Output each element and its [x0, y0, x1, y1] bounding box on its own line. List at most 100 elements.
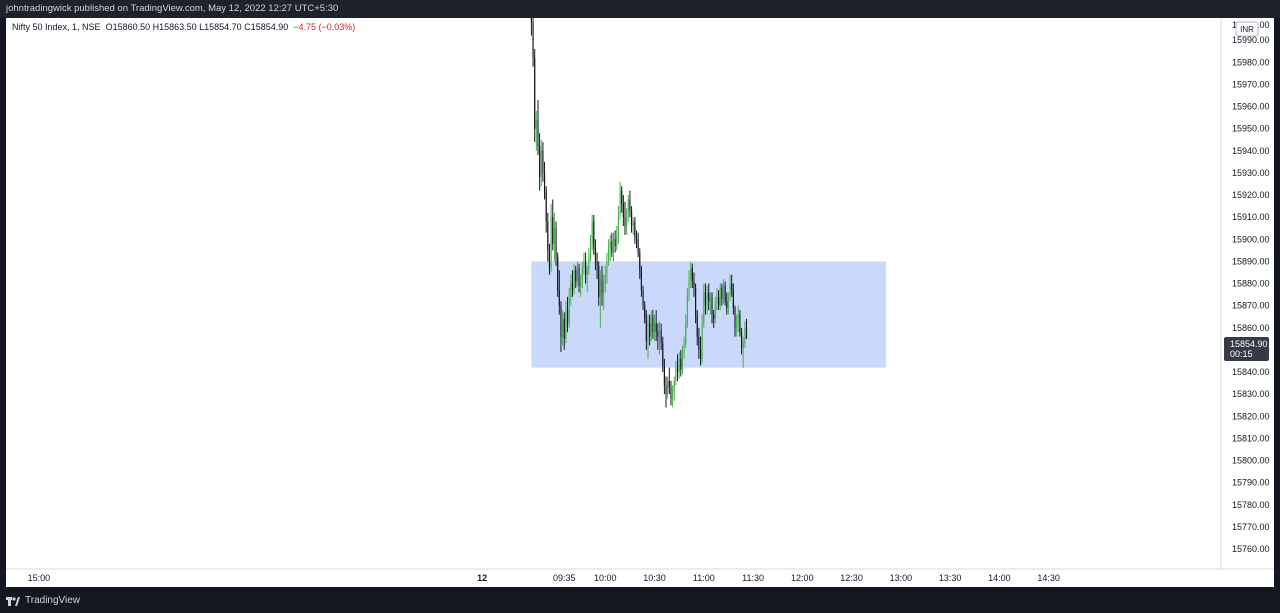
candle-body: [627, 199, 629, 213]
footer-bar: TradingView: [0, 589, 1280, 613]
candle-body: [681, 352, 684, 370]
candle-body: [740, 332, 743, 348]
price-tick-label: 15960.00: [1232, 102, 1270, 112]
candle-body: [695, 287, 697, 315]
candle-body: [601, 279, 603, 293]
candle-body: [550, 217, 552, 269]
candle-body: [693, 281, 695, 288]
candle-body: [727, 296, 730, 308]
price-tick-label: 15880.00: [1232, 279, 1270, 289]
candle-body: [652, 316, 654, 333]
candle-body: [624, 217, 626, 227]
candle-body: [729, 283, 731, 297]
candle-body: [732, 290, 734, 308]
candle-body: [622, 203, 624, 218]
candle-body: [632, 221, 634, 227]
candle-body: [675, 367, 677, 381]
candle-body: [609, 241, 611, 249]
candle-body: [649, 323, 651, 337]
price-tick-label: 15890.00: [1232, 256, 1270, 266]
candle-body: [673, 380, 675, 390]
time-tick-label: 11:30: [742, 573, 764, 583]
candle-body: [635, 237, 638, 240]
price-tick-label: 15870.00: [1232, 301, 1270, 311]
support-resistance-zone: [531, 261, 887, 368]
price-tick-label: 15920.00: [1232, 190, 1270, 200]
candle-body: [570, 283, 572, 297]
candle-body: [716, 296, 718, 304]
price-tick-label: 15970.00: [1232, 79, 1270, 89]
candle-body: [537, 119, 539, 147]
candle-body: [634, 221, 636, 238]
currency-badge[interactable]: INR: [1235, 21, 1259, 37]
price-axis: 15760.00 15770.00 15780.00 15790.00 15800.00…: [1232, 20, 1270, 554]
candle-body: [668, 380, 670, 388]
candle-body: [565, 310, 567, 339]
candle-body: [621, 190, 623, 204]
candle-body: [588, 254, 590, 271]
candle-body: [611, 241, 613, 253]
candle-body: [696, 314, 698, 337]
candle-body: [658, 330, 661, 337]
candle-body: [672, 389, 674, 399]
candle-body: [548, 250, 551, 269]
price-tick-label: 15820.00: [1232, 411, 1270, 421]
candle-body: [571, 283, 574, 291]
candle-body: [617, 214, 620, 235]
price-tick-label: 15760.00: [1232, 544, 1270, 554]
time-tick-label: 13:00: [890, 573, 913, 583]
candle-body: [742, 343, 744, 348]
candle-body: [726, 301, 728, 308]
candle-body: [704, 292, 707, 306]
candle-body: [542, 150, 544, 173]
candle-body: [560, 305, 562, 337]
publisher-bar: johntradingwick published on TradingView…: [0, 0, 1280, 18]
candle-body: [558, 290, 560, 306]
candle-body: [534, 57, 536, 129]
price-tick-label: 15990.00: [1232, 35, 1270, 45]
candle-body: [547, 221, 549, 251]
tradingview-logo-icon: [6, 596, 20, 606]
candle-body: [670, 387, 672, 399]
time-tick-label: 15:00: [28, 573, 51, 583]
candle-body: [539, 146, 541, 178]
candle-layer: [530, 18, 748, 408]
price-tick-label: 15910.00: [1232, 212, 1270, 222]
candle-body: [683, 343, 685, 353]
candle-body: [594, 248, 597, 262]
candle-body: [645, 318, 647, 342]
time-tick-label: 12: [477, 573, 487, 583]
candle-body: [630, 210, 633, 227]
candle-body: [573, 270, 575, 291]
time-tick-label: 09:35: [553, 573, 576, 583]
candle-body: [606, 261, 608, 275]
candle-body: [737, 314, 739, 324]
candle-body: [591, 221, 593, 244]
price-tick-label: 15940.00: [1232, 146, 1270, 156]
candle-body: [688, 279, 690, 295]
candle-body: [540, 150, 542, 178]
candle-body: [698, 336, 700, 350]
price-tick-label: 15900.00: [1232, 234, 1270, 244]
candle-body: [718, 296, 720, 306]
price-tick-label: 15800.00: [1232, 456, 1270, 466]
candle-body: [745, 327, 748, 339]
candle-body: [535, 119, 537, 129]
price-tick-label: 15780.00: [1232, 500, 1270, 510]
price-tick-label: 15810.00: [1232, 433, 1270, 443]
time-tick-label: 11:00: [693, 573, 715, 583]
candle-body: [653, 323, 656, 333]
candle-body: [563, 318, 565, 339]
time-tick-label: 10:00: [594, 573, 617, 583]
published-line: johntradingwick published on TradingView…: [6, 3, 339, 14]
candle-body: [629, 199, 631, 211]
candle-body: [553, 228, 555, 244]
time-tick-label: 14:30: [1037, 573, 1060, 583]
candle-body: [598, 265, 600, 297]
price-tick-label: 15830.00: [1232, 389, 1270, 399]
candle-body: [585, 261, 587, 275]
candle-body: [644, 305, 646, 319]
last-price-value: 15854.90: [1230, 339, 1268, 349]
candle-body: [678, 358, 680, 373]
